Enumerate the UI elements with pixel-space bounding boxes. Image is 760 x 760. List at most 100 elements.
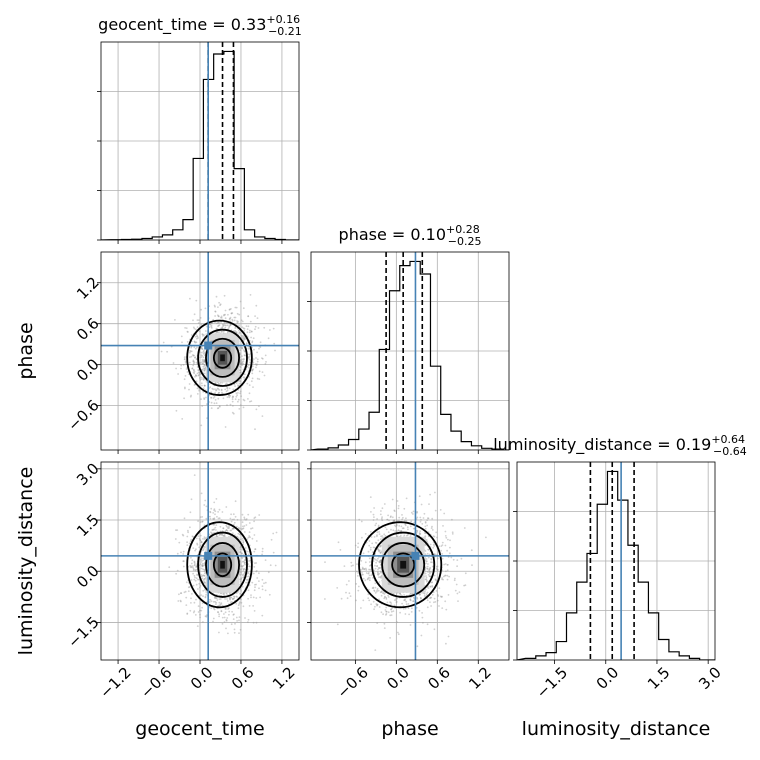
sample-point xyxy=(349,595,352,597)
sample-point xyxy=(221,623,224,625)
sample-point xyxy=(242,338,245,341)
sample-point xyxy=(201,362,204,365)
title-plus: +0.64 xyxy=(711,433,745,446)
sample-point xyxy=(240,363,243,366)
sample-point xyxy=(209,515,211,518)
sample-point xyxy=(394,525,397,528)
sample-point xyxy=(192,354,195,357)
sample-point xyxy=(212,600,215,603)
sample-point xyxy=(189,351,191,354)
sample-point xyxy=(236,620,239,622)
sample-point xyxy=(362,573,364,576)
sample-point xyxy=(243,337,246,340)
sample-point xyxy=(376,589,378,592)
sample-point xyxy=(200,354,203,357)
sample-point xyxy=(249,361,252,364)
sample-point xyxy=(210,325,213,328)
sample-point xyxy=(372,546,375,549)
sample-point xyxy=(386,518,388,521)
sample-point xyxy=(231,400,234,403)
sample-point xyxy=(241,364,244,366)
sample-point xyxy=(398,525,401,527)
sample-point xyxy=(186,541,189,544)
sample-point xyxy=(441,595,443,598)
sample-point xyxy=(409,593,412,595)
sample-point xyxy=(433,553,436,556)
sample-point xyxy=(412,596,415,599)
sample-point xyxy=(217,325,219,328)
sample-point xyxy=(240,362,243,365)
sample-point xyxy=(373,516,375,518)
sample-point xyxy=(369,548,372,551)
sample-point xyxy=(424,553,427,556)
sample-point xyxy=(193,313,196,316)
sample-point xyxy=(240,371,242,374)
title-median: 0.19 xyxy=(676,435,712,454)
sample-point xyxy=(242,360,245,362)
sample-point xyxy=(239,380,242,383)
sample-point xyxy=(451,531,454,534)
sample-point xyxy=(204,384,206,387)
sample-point xyxy=(223,594,226,597)
sample-point xyxy=(247,325,250,328)
x-tick-label: −0.6 xyxy=(334,663,372,701)
sample-point xyxy=(231,598,234,601)
sample-point xyxy=(248,584,251,587)
sample-point xyxy=(389,637,391,639)
sample-point xyxy=(273,342,276,345)
sample-point xyxy=(242,398,245,401)
sample-point xyxy=(194,356,197,359)
sample-point xyxy=(251,372,254,375)
sample-point xyxy=(202,595,204,598)
sample-point xyxy=(254,428,256,431)
sample-point xyxy=(267,571,270,574)
sample-point xyxy=(250,596,252,599)
sample-point xyxy=(367,597,370,600)
sample-point xyxy=(214,315,217,317)
sample-point xyxy=(241,560,244,563)
sample-point xyxy=(230,529,233,532)
sample-point xyxy=(431,529,434,531)
sample-point xyxy=(214,597,217,600)
sample-point xyxy=(193,369,195,372)
sample-point xyxy=(232,614,235,616)
sample-point xyxy=(209,322,212,325)
sample-point xyxy=(247,597,250,600)
sample-point xyxy=(371,542,374,545)
sample-point xyxy=(259,346,262,349)
sample-point xyxy=(451,518,453,521)
sample-point xyxy=(218,301,221,304)
sample-point xyxy=(374,582,377,585)
sample-point xyxy=(240,565,242,568)
sample-point xyxy=(371,551,374,553)
sample-point xyxy=(218,331,221,333)
sample-point xyxy=(175,409,178,412)
sample-point xyxy=(210,532,213,535)
sample-point xyxy=(434,601,437,603)
sample-point xyxy=(224,611,227,614)
sample-point xyxy=(248,355,251,358)
sample-point xyxy=(426,565,429,568)
sample-point xyxy=(425,593,428,596)
sample-point xyxy=(223,613,225,615)
sample-point xyxy=(225,529,228,531)
sample-point xyxy=(192,360,195,363)
sample-point xyxy=(444,563,447,565)
sample-point xyxy=(230,520,233,523)
sample-point xyxy=(420,519,422,521)
sample-point xyxy=(243,329,246,332)
sample-point xyxy=(197,605,200,607)
sample-point xyxy=(241,320,244,323)
sample-point xyxy=(211,529,214,531)
sample-point xyxy=(336,587,339,589)
sample-point xyxy=(427,548,430,551)
sample-point xyxy=(431,581,433,583)
sample-point xyxy=(219,533,222,536)
sample-point xyxy=(195,380,198,383)
sample-point xyxy=(404,607,407,610)
sample-point xyxy=(422,621,424,624)
sample-point xyxy=(200,594,203,596)
sample-point xyxy=(168,566,171,569)
sample-point xyxy=(202,333,204,336)
sample-point xyxy=(369,568,372,571)
